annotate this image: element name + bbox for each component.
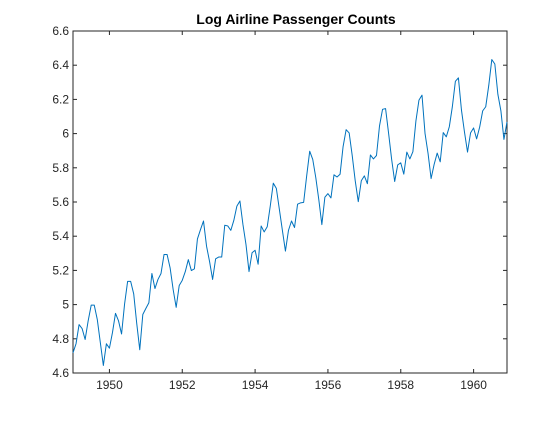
y-tick-label: 5 [62,298,69,312]
x-tick-label: 1960 [460,378,487,392]
x-tick-label: 1954 [242,378,269,392]
y-tick-label: 6 [62,127,69,141]
y-tick-label: 6.2 [52,92,69,106]
chart-title: Log Airline Passenger Counts [196,11,396,27]
x-tick-label: 1958 [387,378,414,392]
series-layer [72,59,508,366]
y-tick-label: 4.6 [52,366,69,380]
y-tick-label: 5.4 [52,229,69,243]
x-tick-label: 1956 [315,378,342,392]
x-tick-label: 1950 [96,378,123,392]
y-tick-label: 6.4 [52,58,69,72]
y-tick-label: 5.8 [52,161,69,175]
y-tick-label: 4.8 [52,332,69,346]
y-tick-label: 5.6 [52,195,69,209]
y-axis: 4.6 4.8 5 5.2 5.4 5.6 5.8 6 6.2 6.4 6.6 [52,24,507,380]
plot-area [72,30,508,374]
y-tick-label: 5.2 [52,263,69,277]
x-tick-label: 1952 [169,378,196,392]
x-axis: 1950 1952 1954 1956 1958 1960 [96,31,487,392]
y-tick-label: 6.6 [52,24,69,38]
series-line [72,59,508,366]
